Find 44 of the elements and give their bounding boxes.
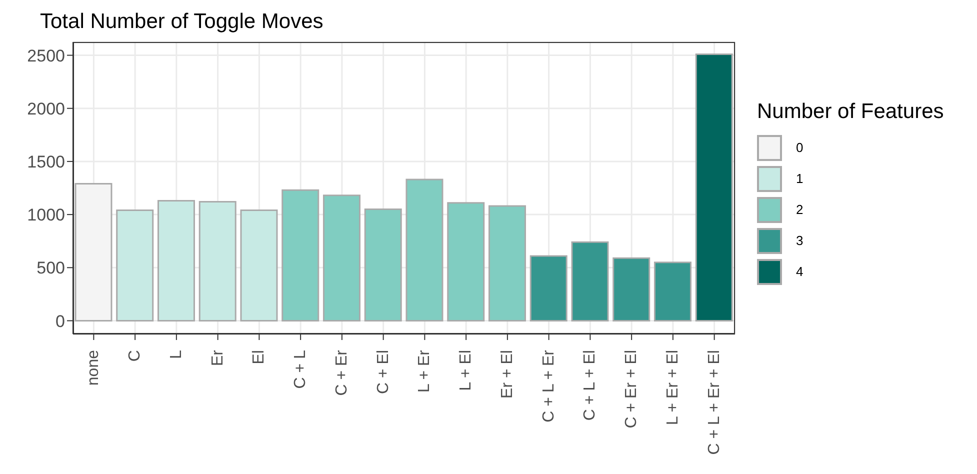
x-tick-label: Er bbox=[209, 349, 226, 366]
legend-title: Number of Features bbox=[757, 100, 944, 124]
legend-label: 2 bbox=[796, 202, 804, 217]
x-tick-label: C + El bbox=[374, 350, 392, 394]
x-tick-label: C + Er + El bbox=[623, 350, 640, 428]
bar bbox=[116, 210, 154, 322]
x-tick-label: Er + El bbox=[498, 350, 516, 398]
x-tick-label: C + Er bbox=[333, 349, 350, 396]
y-tick-label: 500 bbox=[36, 258, 65, 278]
bar bbox=[488, 205, 526, 322]
bar bbox=[571, 241, 609, 322]
bar bbox=[447, 202, 485, 322]
y-tick-label: 2000 bbox=[27, 99, 65, 118]
legend-label: 1 bbox=[796, 171, 804, 186]
x-tick-label: C + L bbox=[292, 350, 310, 389]
x-tick-label: C + L + Er bbox=[540, 349, 558, 422]
bar bbox=[530, 255, 568, 322]
x-tick-label: C + L + Er + El bbox=[706, 350, 723, 455]
x-tick-label: El bbox=[250, 350, 268, 364]
bar bbox=[240, 210, 278, 322]
bar bbox=[364, 208, 402, 322]
y-tick-label: 0 bbox=[56, 312, 65, 331]
x-tick-label: L bbox=[168, 350, 185, 359]
bar bbox=[654, 262, 692, 322]
bar bbox=[282, 189, 320, 322]
legend-label: 4 bbox=[796, 264, 804, 279]
x-tick-label: none bbox=[85, 350, 102, 386]
y-tick-label: 1000 bbox=[27, 206, 65, 225]
y-tick-label: 1500 bbox=[27, 152, 65, 172]
chart-title: Total Number of Toggle Moves bbox=[40, 10, 324, 34]
x-tick-label: L + El bbox=[458, 350, 475, 391]
bar bbox=[157, 200, 195, 322]
x-tick-label: L + Er bbox=[416, 349, 434, 393]
x-tick-label: C bbox=[126, 350, 144, 362]
bar bbox=[406, 178, 444, 322]
bar bbox=[695, 53, 733, 322]
bar bbox=[198, 201, 236, 322]
bar bbox=[322, 194, 360, 322]
y-tick-label: 2500 bbox=[27, 46, 65, 66]
x-tick-label: C + L + El bbox=[582, 350, 599, 421]
x-tick-label: L + Er + El bbox=[664, 350, 682, 425]
legend-label: 0 bbox=[796, 140, 804, 155]
legend-label: 3 bbox=[796, 233, 804, 248]
bar bbox=[612, 257, 650, 322]
